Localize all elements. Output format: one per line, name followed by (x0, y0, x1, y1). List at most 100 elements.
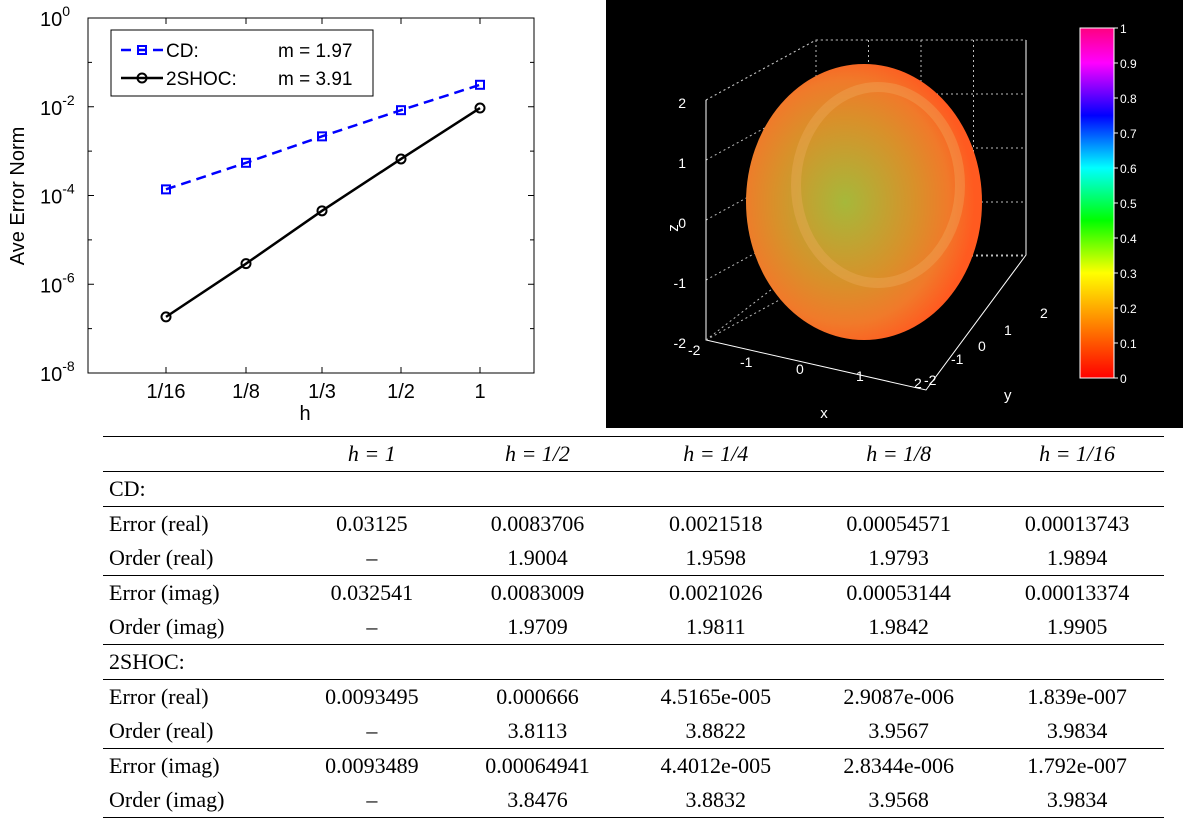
y-axis-label: Ave Error Norm (7, 127, 29, 266)
table-cell: 3.8822 (685, 718, 747, 743)
volume-sphere (746, 64, 982, 340)
row-label: Error (imag) (103, 748, 294, 783)
grid-line (705, 219, 817, 281)
table-cell: 3.9568 (807, 783, 991, 818)
group-header-row: 2SHOC: (103, 644, 1164, 680)
legend-label: CD: (166, 41, 199, 62)
row-label: Order (imag) (109, 614, 225, 639)
data-point-marker (395, 153, 407, 165)
column-header: h = 1/4 (624, 436, 808, 472)
table-cell: 0.000666 (450, 679, 625, 714)
table-row: Order (real) – 1.9004 1.9598 1.9793 1.98… (103, 541, 1164, 576)
table-cell: 2.9087e-006 (807, 679, 991, 714)
y-tick-label: 0 (978, 338, 986, 354)
table-corner-cell (103, 436, 294, 472)
x-axis-label: x (820, 405, 828, 422)
data-point-marker (160, 311, 172, 323)
z-tick-label: 2 (678, 95, 686, 111)
series-line-cd (165, 83, 481, 191)
table-cell: 2.8344e-006 (807, 748, 991, 783)
volume-render-plot: 2 1 0 -1 -2 z -2 -1 0 1 2 x -2 -1 0 1 2 y 1 0.9 0.8 0.7 0.6 0.5… (665, 22, 1137, 422)
y-tick-label: 10-8 (40, 358, 75, 386)
table-cell: 3.8832 (624, 783, 808, 818)
z-tick-label: -2 (674, 335, 687, 351)
row-label: Order (real) (109, 718, 214, 743)
y-tick-label: 10-6 (40, 269, 75, 297)
colorbar-tick-label: 0.4 (1120, 232, 1137, 246)
x-axis-label: h (299, 403, 310, 425)
table-cell: 0.0093495 (293, 679, 451, 714)
colorbar-tick-label: 0 (1120, 372, 1127, 386)
legend-slope-label: m = 1.97 (278, 41, 352, 62)
x-tick-label: 1/8 (232, 381, 260, 403)
table-cell: 1.839e-007 (990, 679, 1164, 714)
grid-line (705, 39, 817, 101)
z-axis-label: z (665, 224, 682, 232)
table-cell: 0.03125 (293, 506, 451, 541)
table-row: Order (imag) – 1.9709 1.9811 1.9842 1.99… (103, 610, 1164, 645)
table-cell: 0.0083009 (450, 575, 625, 610)
table-cell: 1.792e-007 (990, 748, 1164, 783)
table-cell: 1.9793 (868, 545, 929, 570)
row-label: Error (real) (103, 506, 294, 541)
table-cell: 0.00013743 (990, 506, 1164, 541)
table-row: Error (imag) 0.0093489 0.00064941 4.4012… (103, 748, 1164, 783)
table-cell: 1.9811 (685, 614, 746, 639)
data-point-marker (317, 131, 327, 142)
table-cell: 3.9567 (868, 718, 929, 743)
colorbar-tick-label: 0.6 (1120, 162, 1137, 176)
volume-inner-shell (791, 82, 965, 288)
table-cell: 0.00064941 (450, 748, 625, 783)
colorbar-tick-label: 0.7 (1120, 127, 1137, 141)
data-point-marker (474, 102, 486, 114)
x-tick-label: -2 (688, 342, 701, 358)
table-row: Order (imag) – 3.8476 3.8832 3.9568 3.98… (103, 783, 1164, 818)
table-cell: 1.9598 (685, 545, 747, 570)
table-cell: 3.9834 (990, 783, 1164, 818)
legend-marker (136, 72, 148, 84)
colorbar-tick-label: 0.2 (1120, 302, 1137, 316)
volume-render-panel: 2 1 0 -1 -2 z -2 -1 0 1 2 x -2 -1 0 1 2 y 1 0.9 0.8 0.7 0.6 0.5… (606, 0, 1183, 428)
data-point-marker (475, 79, 485, 90)
table-row: Error (real) 0.0093495 0.000666 4.5165e-… (103, 679, 1164, 714)
legend-slope-label: m = 3.91 (278, 69, 352, 90)
table-cell: 0.0021026 (624, 575, 808, 610)
group-header-row: CD: (103, 471, 1164, 507)
data-point-marker (240, 258, 252, 270)
row-label: Error (real) (103, 679, 294, 714)
colorbar-tick-label: 1 (1120, 22, 1127, 36)
table-row: Error (imag) 0.032541 0.0083009 0.002102… (103, 575, 1164, 610)
legend-box (110, 29, 374, 97)
x-tick-label: 1/3 (308, 381, 336, 403)
table-cell: 1.9905 (1046, 614, 1108, 639)
colorbar-tick-label: 0.1 (1120, 337, 1137, 351)
table-cell: 1.9894 (1046, 545, 1108, 570)
colorbar-tick-label: 0.8 (1120, 92, 1137, 106)
table-row: Order (real) – 3.8113 3.8822 3.9567 3.98… (103, 714, 1164, 749)
legend-marker (137, 45, 147, 55)
z-tick-label: 0 (678, 215, 686, 231)
table-cell: 3.9834 (1046, 718, 1108, 743)
table-cell: 1.9709 (507, 614, 568, 639)
colorbar-tick-label: 0.3 (1120, 267, 1137, 281)
row-label: Order (imag) (103, 783, 294, 818)
y-tick-label: -1 (951, 351, 964, 367)
table-cell: 0.0083706 (450, 506, 625, 541)
x-tick-label: 1 (856, 368, 864, 384)
row-label: Order (real) (109, 545, 214, 570)
results-table-wrap: h = 1 h = 1/2 h = 1/4 h = 1/8 h = 1/16 C… (103, 436, 1164, 818)
table-cell: 3.8476 (450, 783, 625, 818)
group-label: CD: (103, 471, 1164, 507)
table-cell: 0.0093489 (293, 748, 451, 783)
colorbar-tick-label: 0.9 (1120, 57, 1137, 71)
data-point-marker (161, 184, 171, 195)
row-label: Error (imag) (103, 575, 294, 610)
x-tick-label: -1 (740, 354, 753, 370)
y-tick-label: -2 (924, 372, 937, 388)
table-cell: 3.8113 (507, 718, 568, 743)
table-cell: – (366, 614, 378, 639)
grid-line (705, 159, 817, 221)
grid-line (705, 99, 817, 161)
x-tick-label: 1 (474, 381, 485, 403)
y-tick-label: 100 (40, 3, 70, 31)
